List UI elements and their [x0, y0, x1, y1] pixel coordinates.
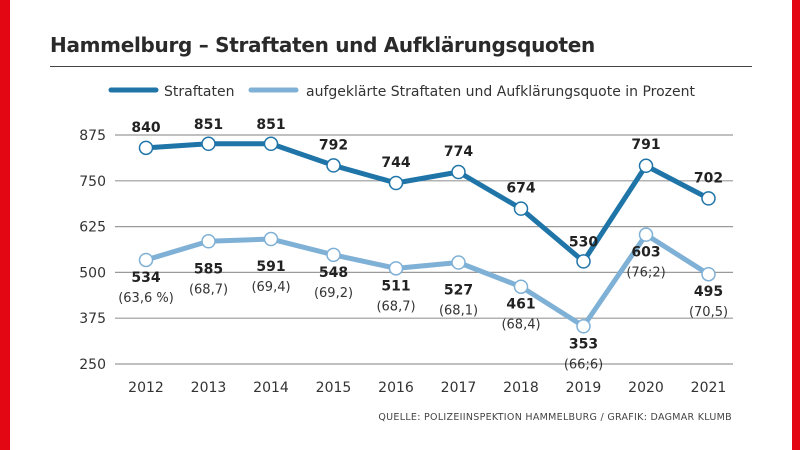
x-tick-label: 2013 — [191, 380, 227, 396]
data-point-aufgeklaert — [513, 279, 529, 294]
data-point-aufgeklaert — [451, 255, 466, 270]
left-red-frame-bar — [0, 0, 10, 450]
x-tick-label: 2020 — [628, 380, 664, 396]
y-tick-label: 500 — [79, 265, 106, 281]
data-point-aufgeklaert — [326, 247, 341, 263]
data-label-quote: (69,4) — [251, 280, 290, 295]
data-label-aufgeklaert: 527 — [444, 283, 473, 299]
data-label-quote: (63,6 %) — [118, 291, 174, 306]
data-point-straftaten — [138, 140, 154, 156]
data-label-straftaten: 674 — [506, 181, 535, 197]
data-label-aufgeklaert: 495 — [694, 284, 723, 300]
data-label-quote: (68,7) — [189, 282, 228, 297]
x-tick-label: 2012 — [128, 380, 164, 396]
data-label-straftaten: 851 — [256, 117, 285, 133]
y-tick-label: 375 — [79, 311, 106, 327]
legend: Straftaten aufgeklärte Straftaten und Au… — [108, 84, 696, 100]
x-axis-ticks: 2012 2013 2014 2015 2016 2017 2018 2019 2020 2021 — [128, 380, 726, 396]
data-point-aufgeklaert — [263, 231, 279, 247]
data-point-straftaten — [638, 158, 654, 174]
data-point-aufgeklaert — [138, 252, 154, 268]
series-lines — [138, 136, 716, 334]
data-label-quote: (68,7) — [376, 299, 415, 314]
source-credit: QUELLE: POLIZEIINSPEKTION HAMMELBURG / G… — [378, 412, 732, 423]
data-labels: 840 851 851 792 744 774 674 530 791 702 534 (63,6 %… — [118, 117, 728, 372]
data-label-quote: (68,4) — [501, 318, 540, 333]
y-tick-label: 750 — [79, 174, 106, 190]
x-tick-label: 2017 — [441, 380, 477, 396]
data-point-aufgeklaert — [388, 261, 404, 276]
y-tick-label: 625 — [79, 220, 106, 236]
data-label-aufgeklaert: 511 — [381, 278, 410, 294]
data-point-aufgeklaert — [701, 266, 716, 282]
data-point-straftaten — [201, 136, 216, 152]
legend-label-aufgeklaert: aufgeklärte Straftaten und Aufklärungsqu… — [306, 84, 696, 100]
data-label-aufgeklaert: 353 — [569, 336, 598, 352]
chart-title: Hammelburg – Straftaten und Aufklärungsq… — [50, 33, 595, 57]
data-point-aufgeklaert — [201, 234, 216, 249]
data-label-straftaten: 702 — [694, 170, 723, 186]
data-label-straftaten: 791 — [631, 137, 660, 153]
x-tick-label: 2021 — [691, 380, 727, 396]
data-label-aufgeklaert: 591 — [256, 259, 285, 275]
data-label-aufgeklaert: 461 — [506, 297, 535, 313]
y-axis-ticks: 250 375 500 625 750 875 — [79, 128, 106, 373]
data-label-quote: (76;2) — [626, 266, 665, 281]
data-label-straftaten: 792 — [319, 137, 348, 153]
gridlines — [115, 134, 733, 365]
data-label-straftaten: 530 — [569, 234, 598, 250]
x-tick-label: 2016 — [378, 380, 414, 396]
data-label-quote: (68,1) — [439, 304, 478, 319]
data-label-straftaten: 744 — [381, 155, 410, 171]
data-label-aufgeklaert: 585 — [194, 261, 223, 277]
data-label-aufgeklaert: 603 — [631, 245, 660, 261]
x-tick-label: 2018 — [503, 380, 539, 396]
data-point-straftaten — [388, 175, 404, 191]
data-point-straftaten — [451, 164, 466, 180]
data-label-straftaten: 840 — [131, 120, 160, 136]
data-point-aufgeklaert — [576, 319, 591, 334]
y-tick-label: 875 — [79, 128, 106, 144]
data-point-straftaten — [326, 158, 341, 173]
data-point-straftaten — [263, 136, 279, 152]
data-label-straftaten: 851 — [194, 117, 223, 133]
x-tick-label: 2014 — [253, 380, 289, 396]
title-underline — [50, 66, 752, 67]
data-label-quote: (69,2) — [314, 286, 353, 301]
data-label-quote: (66;6) — [564, 357, 603, 372]
data-label-aufgeklaert: 534 — [131, 270, 160, 286]
data-point-straftaten — [513, 201, 529, 216]
data-point-straftaten — [576, 254, 591, 269]
data-point-aufgeklaert — [638, 227, 654, 242]
data-label-aufgeklaert: 548 — [319, 265, 348, 281]
y-tick-label: 250 — [79, 357, 106, 373]
x-tick-label: 2015 — [316, 380, 352, 396]
right-red-frame-bar — [792, 0, 800, 450]
data-point-straftaten — [701, 191, 716, 206]
series-line-straftaten — [143, 141, 711, 264]
data-label-quote: (70,5) — [689, 305, 728, 320]
data-label-straftaten: 774 — [444, 144, 473, 160]
series-line-aufgeklaert — [143, 232, 711, 329]
legend-label-straftaten: Straftaten — [164, 84, 234, 100]
x-tick-label: 2019 — [566, 380, 602, 396]
